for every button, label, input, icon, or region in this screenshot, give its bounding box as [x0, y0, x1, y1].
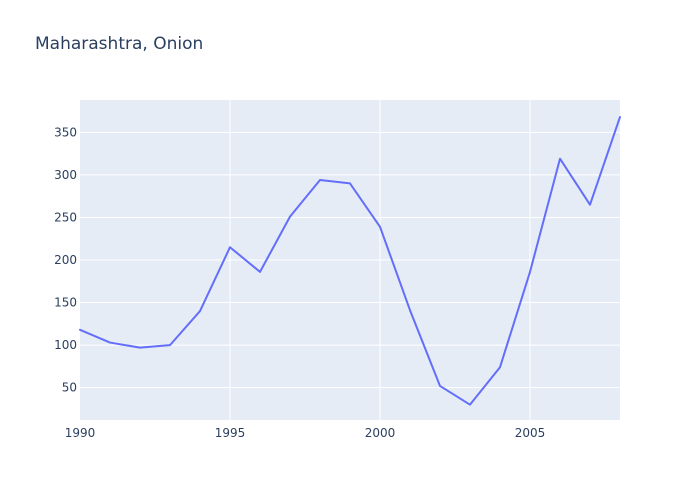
y-tick-label-150: 150: [54, 296, 77, 310]
x-tick-label-1990: 1990: [65, 426, 96, 440]
x-tick-label-2005: 2005: [515, 426, 546, 440]
y-tick-label-100: 100: [54, 338, 77, 352]
x-tick-label-2000: 2000: [365, 426, 396, 440]
y-tick-label-350: 350: [54, 125, 77, 139]
series-line-0: [79, 116, 621, 406]
y-tick-label-250: 250: [54, 210, 77, 224]
x-tick-label-1995: 1995: [215, 426, 246, 440]
y-tick-label-200: 200: [54, 253, 77, 267]
y-tick-label-300: 300: [54, 168, 77, 182]
y-tick-label-50: 50: [62, 381, 77, 395]
chart-title: Maharashtra, Onion: [35, 34, 204, 54]
